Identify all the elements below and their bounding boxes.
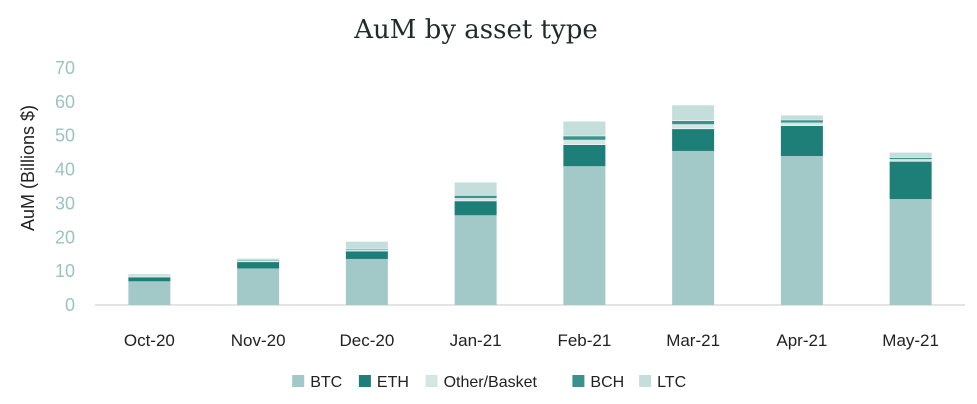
bar-segment [454, 215, 497, 305]
bar-segment [454, 182, 497, 196]
bar-segment [889, 199, 932, 305]
legend-label: ETH [377, 374, 409, 391]
legend: BTC ETH Other/Basket BCH LTC [292, 374, 686, 391]
bar-segment [345, 250, 388, 259]
bar-segment [780, 122, 823, 126]
x-tick-label: Apr-21 [776, 331, 827, 350]
y-tick-label: 60 [55, 92, 75, 112]
bar-segment [889, 157, 932, 160]
bar-segment [237, 259, 280, 261]
bar-segment [237, 258, 280, 260]
x-tick-label: Dec-20 [339, 331, 394, 350]
legend-swatch [425, 375, 438, 387]
legend-label: LTC [657, 374, 686, 391]
x-tick-label: Oct-20 [124, 331, 175, 350]
bar-segment [672, 150, 715, 305]
bar-segment [128, 275, 171, 277]
legend-label: BCH [590, 374, 624, 391]
bar-segment [237, 268, 280, 305]
x-tick-label: May-21 [882, 331, 939, 350]
y-tick-label: 40 [55, 160, 75, 180]
bar-segment [345, 249, 388, 251]
chart-title: AuM by asset type [353, 15, 597, 45]
bar-segment [563, 166, 606, 305]
bar-segment [563, 144, 606, 167]
legend-swatch [639, 375, 652, 387]
x-axis-ticks: Oct-20 Nov-20 Dec-20 Jan-21 Feb-21 Mar-21 Apr-… [124, 331, 939, 350]
bar-segment [345, 258, 388, 305]
y-tick-label: 70 [55, 58, 75, 78]
legend-label: BTC [310, 374, 342, 391]
x-tick-label: Feb-21 [557, 331, 611, 350]
bar-segment [454, 195, 497, 199]
bar-segment [889, 161, 932, 200]
y-tick-label: 50 [55, 126, 75, 146]
y-tick-label: 30 [55, 193, 75, 213]
legend-swatch [572, 375, 585, 387]
bar-segment [237, 261, 280, 269]
bar-segment [345, 248, 388, 250]
bar-segment [672, 120, 715, 125]
bar-segment [780, 125, 823, 157]
y-axis-ticks: 0 10 20 30 40 50 60 70 [55, 58, 75, 315]
bar-segment [780, 119, 823, 123]
legend-label: Other/Basket [444, 374, 538, 391]
bar-segment [780, 115, 823, 120]
bar-segment [563, 135, 606, 140]
bar-segment [780, 156, 823, 305]
bar-segment [672, 128, 715, 151]
bar-segment [128, 274, 171, 276]
x-tick-label: Mar-21 [666, 331, 720, 350]
bar-segment [237, 260, 280, 262]
x-tick-label: Nov-20 [231, 331, 286, 350]
bar-segment [889, 152, 932, 158]
x-tick-label: Jan-21 [450, 331, 502, 350]
bars [128, 105, 932, 305]
y-tick-label: 0 [65, 295, 75, 315]
bar-segment [345, 241, 388, 249]
bar-segment [128, 276, 171, 282]
y-tick-label: 10 [55, 261, 75, 281]
bar-segment [563, 121, 606, 136]
y-tick-label: 20 [55, 227, 75, 247]
y-axis-label: AuM (Billions $) [18, 105, 38, 231]
bar-segment [563, 139, 606, 145]
bar-segment [672, 124, 715, 129]
bar-segment [672, 105, 715, 121]
legend-swatch [358, 375, 371, 387]
bar-segment [889, 159, 932, 162]
bar-segment [454, 200, 497, 216]
bar-segment [128, 281, 171, 305]
legend-swatch [292, 375, 305, 387]
bar-segment [454, 198, 497, 201]
